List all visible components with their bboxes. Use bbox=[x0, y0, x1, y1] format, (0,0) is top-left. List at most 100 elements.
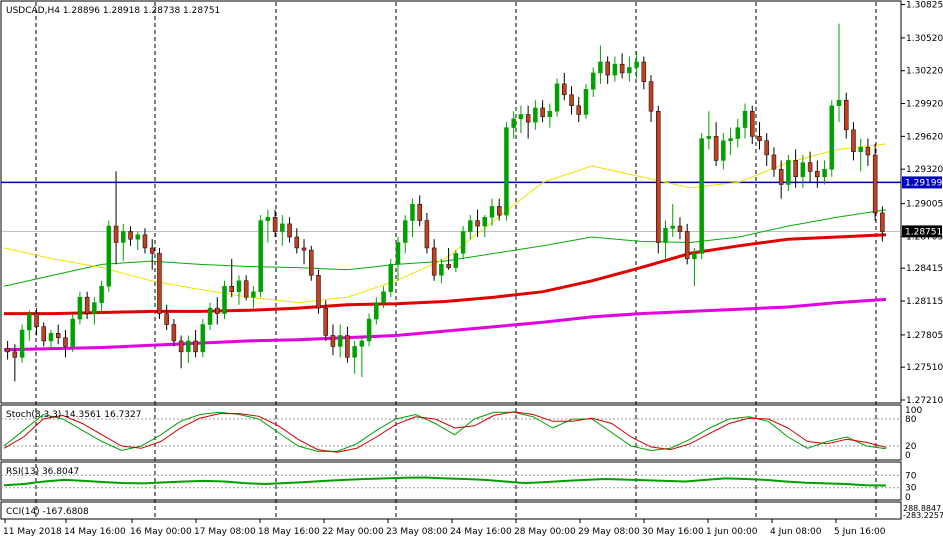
candle-body bbox=[316, 275, 321, 309]
candle-body bbox=[598, 61, 603, 74]
candle-body bbox=[135, 234, 140, 240]
candle-body bbox=[222, 285, 227, 314]
candle-body bbox=[540, 107, 545, 117]
price-tick-label: 1.30825 bbox=[906, 1, 943, 11]
time-tick-label: 4 Jun 08:00 bbox=[770, 527, 822, 537]
candle-body bbox=[757, 136, 762, 141]
candle-body bbox=[236, 280, 242, 292]
price-tick-label: 1.29620 bbox=[906, 132, 943, 142]
cci-tick-label: -283.2257 bbox=[903, 511, 943, 520]
candle-body bbox=[193, 340, 198, 353]
candle-body bbox=[431, 247, 437, 276]
candle-body bbox=[583, 89, 589, 115]
candle-body bbox=[851, 129, 856, 152]
candle-body bbox=[843, 100, 849, 131]
time-tick-label: 24 May 16:00 bbox=[450, 527, 512, 537]
rsi-tick-label: 0 bbox=[905, 493, 911, 503]
candle-body bbox=[402, 220, 408, 243]
candle-body bbox=[84, 296, 90, 314]
candle-body bbox=[656, 110, 661, 243]
candle-body bbox=[63, 337, 68, 347]
candle-body bbox=[627, 67, 632, 74]
candle-body bbox=[424, 220, 430, 249]
candle-body bbox=[410, 203, 415, 221]
rsi-title: RSI(13) 36.8047 bbox=[6, 467, 79, 477]
candle-body bbox=[229, 285, 234, 292]
candle-body bbox=[569, 94, 574, 106]
candle-body bbox=[619, 63, 625, 74]
candle-body bbox=[34, 313, 39, 327]
stoch-tick-label: 0 bbox=[905, 451, 911, 461]
candle-body bbox=[186, 340, 191, 353]
candle-body bbox=[41, 326, 47, 342]
candle-body bbox=[634, 61, 639, 68]
candle-body bbox=[793, 160, 798, 178]
candle-body bbox=[554, 83, 560, 112]
time-tick-label: 5 Jun 16:00 bbox=[834, 527, 886, 537]
candle-body bbox=[677, 225, 683, 232]
candle-body bbox=[453, 253, 459, 268]
candle-body bbox=[27, 313, 32, 331]
candle-body bbox=[721, 140, 726, 161]
rsi-tick-label: 70 bbox=[905, 471, 917, 481]
candle-body bbox=[778, 168, 784, 185]
time-tick-label: 29 May 08:00 bbox=[578, 527, 640, 537]
candle-body bbox=[272, 217, 278, 232]
time-tick-label: 23 May 08:00 bbox=[386, 527, 448, 537]
line-price-label: 1.29199 bbox=[905, 178, 942, 188]
candle-body bbox=[207, 307, 213, 325]
time-tick-label: 22 May 00:00 bbox=[322, 527, 384, 537]
price-tick-label: 1.27805 bbox=[906, 331, 943, 341]
stoch-line-main bbox=[3, 411, 887, 452]
candle-body bbox=[200, 324, 206, 353]
stoch-tick-label: 100 bbox=[905, 406, 922, 416]
candle-body bbox=[742, 110, 748, 128]
candle-body bbox=[786, 160, 791, 185]
candle-body bbox=[460, 231, 466, 254]
candle-body bbox=[533, 107, 538, 123]
price-tick-label: 1.29920 bbox=[906, 100, 943, 110]
time-tick-label: 30 May 16:00 bbox=[642, 527, 704, 537]
price-tick-label: 1.28705 bbox=[906, 232, 943, 242]
candle-body bbox=[880, 212, 885, 232]
main-panel-frame bbox=[0, 0, 902, 404]
candle-body bbox=[106, 225, 112, 287]
price-tick-label: 1.27210 bbox=[906, 396, 943, 406]
stoch-tick-label: 20 bbox=[905, 442, 917, 452]
candle-body bbox=[547, 110, 553, 117]
candle-body bbox=[764, 140, 769, 156]
line-price-badge bbox=[902, 176, 942, 189]
candle-body bbox=[475, 220, 480, 227]
candle-body bbox=[381, 291, 386, 303]
candle-body bbox=[468, 220, 473, 232]
moving-average-magenta bbox=[3, 297, 887, 352]
candle-body bbox=[323, 307, 328, 336]
candle-body bbox=[55, 333, 61, 338]
candle-body bbox=[750, 110, 755, 137]
candle-body bbox=[258, 220, 263, 292]
candle-body bbox=[590, 72, 596, 90]
candle-body bbox=[251, 291, 256, 298]
moving-average-green bbox=[3, 209, 887, 287]
candle-body bbox=[164, 313, 169, 325]
candle-body bbox=[518, 114, 524, 120]
candle-body bbox=[157, 253, 162, 314]
candle-body bbox=[243, 280, 249, 298]
candle-body bbox=[280, 223, 285, 232]
price-tick-label: 1.29005 bbox=[906, 200, 943, 210]
candle-body bbox=[648, 81, 654, 112]
candle-body bbox=[77, 296, 83, 320]
candle-body bbox=[865, 147, 871, 156]
candle-body bbox=[612, 63, 618, 76]
candle-body bbox=[684, 231, 690, 260]
candle-body bbox=[562, 83, 567, 96]
candle-body bbox=[142, 234, 148, 249]
candle-body bbox=[496, 206, 502, 216]
candle-body bbox=[395, 242, 401, 265]
candle-body bbox=[12, 351, 18, 358]
rsi-tick-label: 30 bbox=[905, 484, 917, 494]
candle-body bbox=[92, 302, 97, 314]
current-price-badge bbox=[902, 225, 942, 238]
candle-body bbox=[309, 249, 314, 276]
candle-body bbox=[735, 127, 741, 139]
